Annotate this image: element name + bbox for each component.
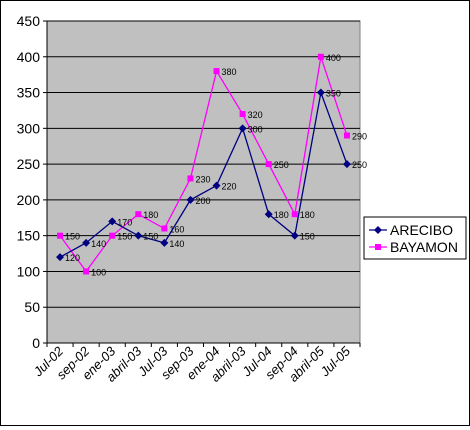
data-label: 100 [91,267,106,277]
data-label: 150 [65,232,80,242]
data-label: 320 [248,110,263,120]
data-point [342,160,351,169]
data-point [265,161,272,168]
data-point [109,232,116,239]
y-tick-label: 250 [17,156,41,172]
data-label: 170 [117,217,132,227]
data-point [316,88,325,97]
data-point [82,238,91,247]
data-label: 180 [143,210,158,220]
data-point [56,253,65,262]
y-tick-label: 50 [24,299,40,315]
legend-label: ARECIBO [390,222,453,238]
data-point [134,231,143,240]
data-label: 250 [352,160,367,170]
legend-label: BAYAMON [390,239,458,255]
data-point [57,232,64,239]
data-point [83,268,90,275]
data-label: 300 [248,124,263,134]
y-tick-label: 350 [17,85,41,101]
data-point [291,211,298,218]
data-label: 180 [274,210,289,220]
data-point [160,238,169,247]
data-point [108,217,117,226]
data-label: 200 [195,196,210,206]
data-label: 140 [91,239,106,249]
data-label: 140 [169,239,184,249]
series-bayamon: 150 100 150 180 160 230 380 320 250 180 400 290 [57,53,367,277]
y-tick-label: 100 [17,263,41,279]
y-tick-label: 400 [17,49,41,65]
data-label: 350 [326,89,341,99]
y-tick-label: 150 [17,228,41,244]
data-point [161,225,168,232]
y-tick-label: 450 [17,13,41,29]
y-axis: 0 50 100 150 200 250 300 350 400 450 [17,13,48,351]
data-point [264,210,273,219]
data-point [239,111,246,118]
data-point [317,53,324,60]
data-label: 150 [117,232,132,242]
y-tick-label: 0 [32,335,40,351]
x-tick-label: Jul-05 [317,343,354,380]
data-point [212,181,221,190]
data-label: 160 [169,225,184,235]
series-group: 1501001501801602303803202501804002901201… [56,53,367,277]
data-point [238,124,247,133]
series-arecibo: 120 140 170 150 140 200 220 300 180 150 350 250 [56,88,367,263]
data-point [290,231,299,240]
series-line [59,90,348,258]
series-line [59,56,348,273]
data-label: 180 [300,210,315,220]
data-label: 250 [274,160,289,170]
data-point [187,175,194,182]
y-tick-label: 300 [17,120,41,136]
data-point [135,211,142,218]
data-point [186,195,195,204]
data-label: 120 [65,253,80,263]
plot-background [46,20,361,344]
data-label: 150 [143,232,158,242]
plot-area [46,20,361,344]
x-axis: Jul-02sep-02ene-03abril-03Jul-03sep-03en… [30,342,361,385]
data-label: 230 [195,174,210,184]
data-label: 150 [300,232,315,242]
data-point [213,68,220,75]
legend-marker [375,244,381,250]
legend-box [363,216,467,260]
data-label: 290 [352,131,367,141]
y-tick-label: 200 [17,192,41,208]
data-label: 400 [326,53,341,63]
data-label: 380 [222,67,237,77]
data-point [343,132,350,139]
data-label: 220 [222,182,237,192]
legend-marker [374,226,382,234]
